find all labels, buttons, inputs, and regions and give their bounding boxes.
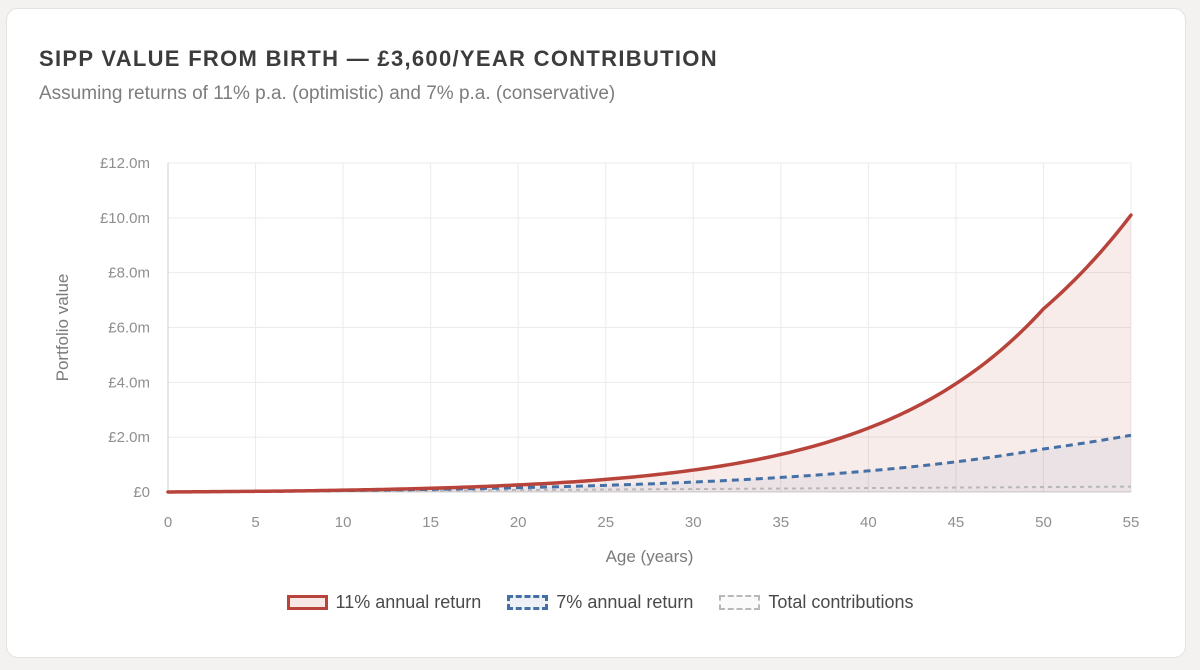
x-axis-label: Age (years): [606, 547, 694, 566]
y-tick-label: £2.0m: [108, 429, 150, 446]
x-tick-label: 55: [1123, 514, 1140, 531]
y-tick-label: £0: [133, 484, 150, 501]
legend-swatch-11-percent: [286, 595, 328, 610]
x-tick-label: 35: [772, 514, 789, 531]
x-tick-label: 50: [1035, 514, 1052, 531]
y-axis-label: Portfolio value: [53, 274, 72, 382]
x-tick-label: 40: [860, 514, 877, 531]
legend-item-7-percent[interactable]: 7% annual return: [507, 592, 693, 613]
x-tick-label: 25: [597, 514, 614, 531]
x-tick-label: 10: [335, 514, 352, 531]
x-tick-label: 45: [948, 514, 965, 531]
legend-swatch-contributions: [719, 595, 761, 610]
y-tick-label: £8.0m: [108, 265, 150, 282]
y-tick-label: £6.0m: [108, 320, 150, 337]
y-tick-label: £4.0m: [108, 374, 150, 391]
x-tick-label: 15: [422, 514, 439, 531]
legend-item-11-percent[interactable]: 11% annual return: [286, 592, 482, 613]
chart-legend: 11% annual return 7% annual return Total…: [0, 592, 1200, 613]
x-tick-label: 0: [164, 514, 172, 531]
chart-card: [6, 8, 1186, 658]
area-7-percent: [168, 435, 1131, 492]
chart-subtitle: Assuming returns of 11% p.a. (optimistic…: [39, 83, 616, 104]
legend-swatch-7-percent: [507, 595, 549, 610]
line-11-percent-return: [166, 213, 1133, 494]
legend-label-contributions: Total contributions: [768, 592, 914, 612]
x-tick-label: 30: [685, 514, 702, 531]
y-tick-label: £10.0m: [100, 210, 150, 227]
area-11-percent: [168, 215, 1131, 492]
x-tick-label: 20: [510, 514, 527, 531]
legend-item-contributions[interactable]: Total contributions: [719, 592, 913, 613]
y-tick-label: £12.0m: [100, 155, 150, 172]
legend-label-7-percent: 7% annual return: [556, 592, 694, 612]
line-chart: £0 £2.0m £4.0m £6.0m £8.0m £10.0m £12.0m 0 5 10 15…: [53, 155, 1140, 566]
x-tick-label: 5: [251, 514, 259, 531]
legend-label-11-percent: 11% annual return: [335, 592, 482, 612]
chart-title: SIPP VALUE FROM BIRTH — £3,600/YEAR CONT…: [39, 46, 718, 71]
